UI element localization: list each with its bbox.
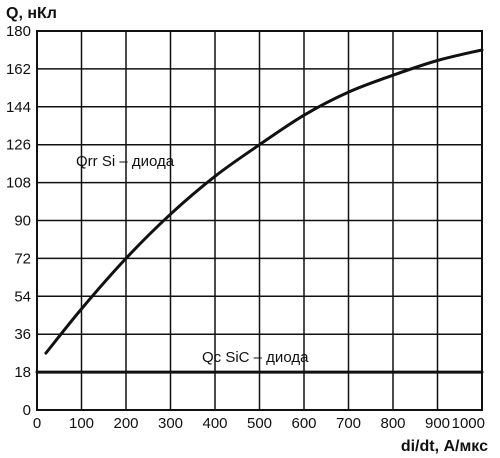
y-axis-label: Q, нКл [6,5,57,22]
x-tick-label: 100 [69,415,94,432]
x-tick-label: 700 [336,415,361,432]
x-tick-label: 200 [113,415,138,432]
series-label-qrr: Qrr Si – диода [76,153,175,170]
y-tick-label: 108 [6,175,31,192]
x-tick-label: 0 [33,415,41,432]
series-lines [35,48,484,374]
y-tick-label: 18 [14,364,31,381]
plot-frame [36,30,483,411]
x-tick-label: 400 [202,415,227,432]
series-line-qrr [44,48,484,355]
y-tick-label: 0 [23,402,31,419]
y-tick-label: 180 [6,23,31,40]
y-tick-label: 54 [14,288,31,305]
series-label-qc: Qc SiC – диода [202,349,309,366]
x-tick-label: 800 [380,415,405,432]
y-tick-label: 72 [14,250,31,267]
x-tick-label: 900 [425,415,450,432]
y-tick-label: 144 [6,99,31,116]
x-tick-label: 600 [291,415,316,432]
x-axis-label: di/dt, А/мкс [401,438,488,455]
x-tick-label: 1000 [452,415,485,432]
y-tick-label: 90 [14,213,31,230]
y-tick-label: 162 [6,61,31,78]
y-tick-label: 36 [14,326,31,343]
x-tick-label: 300 [158,415,183,432]
x-tick-label: 500 [247,415,272,432]
y-tick-label: 126 [6,137,31,154]
tick-labels: 0 100 200 300 400 500 600 700 800 900 1000 0 18 36 54 7… [6,23,485,432]
